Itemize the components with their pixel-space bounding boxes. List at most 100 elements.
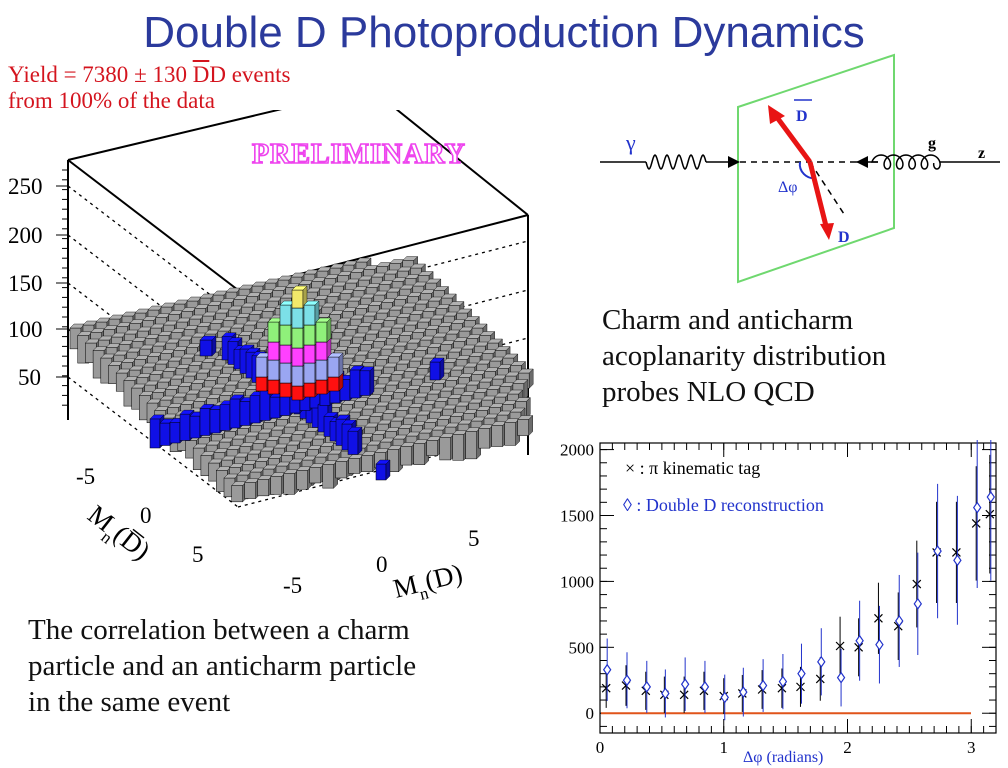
lego-bar	[279, 382, 292, 398]
left-axis-tick: 5	[192, 542, 204, 567]
cross-marker	[971, 518, 981, 528]
photon-wave	[645, 153, 707, 171]
lego-bar	[189, 415, 201, 439]
lego-bar-top	[433, 286, 449, 291]
lego-bar	[291, 365, 304, 387]
caption-left-line: particle and an anticharm particle	[28, 650, 417, 682]
yield-text-b: 130	[152, 62, 187, 87]
lego-bar	[322, 464, 334, 489]
legend: × : π kinematic tag ◊ : Double D reconst…	[623, 458, 824, 515]
chart-ticks	[599, 443, 996, 733]
x-tick-label: 2	[843, 738, 852, 757]
z-tick-label: 50	[18, 365, 41, 390]
y-tick-labels: 0 500 1000 1500 2000	[560, 441, 594, 724]
lego-bar	[291, 289, 304, 309]
lego-bar	[375, 463, 387, 481]
lego-bar	[439, 437, 451, 461]
diamond-marker	[778, 675, 788, 688]
lego-bar	[327, 376, 340, 392]
lego-bar-top	[323, 412, 339, 417]
diamond-marker	[855, 634, 864, 647]
cross-marker	[601, 683, 611, 693]
lego-bar	[255, 356, 268, 378]
lego-bar	[315, 359, 328, 381]
lego-bar	[219, 404, 231, 431]
lego-bar-top	[517, 415, 534, 420]
lego-bar	[335, 461, 347, 479]
series-double-d	[602, 440, 996, 721]
lego-bar-top	[494, 346, 511, 351]
lego-bar-top	[149, 414, 165, 420]
lego-bar-top	[502, 353, 519, 359]
lego-bar-top	[303, 300, 320, 306]
lego-bar	[199, 339, 213, 357]
event-plane	[737, 53, 895, 284]
lego-bar	[452, 434, 464, 461]
lego-bar-top	[510, 361, 526, 366]
left-axis-overbar	[132, 528, 145, 539]
x-tick-label: 0	[596, 738, 605, 757]
lego-bar-top	[347, 426, 363, 432]
diamond-marker	[986, 490, 996, 504]
lego-bar	[267, 321, 280, 343]
lego-bar	[199, 408, 211, 436]
lego-bar-top	[229, 394, 245, 400]
lego-bar	[257, 479, 269, 497]
lego-bar	[279, 324, 292, 346]
lego-bar	[296, 470, 308, 490]
lego-bar	[309, 467, 321, 484]
svg-text:Mn(D): Mn(D)	[390, 558, 467, 610]
lego-bar	[149, 418, 161, 449]
lego-bar	[291, 385, 304, 401]
diamond-marker	[739, 686, 748, 699]
lego-bar	[291, 347, 304, 367]
lego-bar-top	[425, 278, 442, 284]
lego-bar	[270, 476, 282, 495]
gluon-coil	[870, 154, 941, 170]
z-tick-label: 100	[8, 317, 43, 342]
lego-bar-top	[448, 301, 465, 306]
cross-marker	[985, 509, 995, 519]
z-axis-labels: 250 200 150 100 50	[8, 174, 43, 390]
lego-bar-top	[479, 331, 496, 336]
frame-top-right	[395, 110, 529, 216]
lego-bar-top	[349, 365, 365, 371]
lego-bar	[303, 324, 316, 346]
lego-bar	[279, 362, 292, 384]
diamond-marker	[700, 680, 710, 693]
lego-bar	[159, 422, 171, 446]
left-axis-tick: 0	[140, 503, 152, 528]
cross-marker	[854, 642, 864, 652]
lego-bar	[179, 413, 191, 441]
cross-marker	[951, 547, 961, 557]
lego-bar-top	[514, 397, 531, 402]
diamond-marker	[642, 680, 652, 693]
z-tick-label: 150	[8, 271, 43, 296]
lego-bar	[315, 321, 328, 343]
caption-right: Charm and anticharm acoplanarity distrib…	[602, 302, 886, 410]
frame-top-back	[67, 110, 283, 161]
y-tick-label: 0	[586, 704, 595, 723]
lego-bar-top	[517, 368, 534, 374]
lego-bar-top	[315, 317, 332, 323]
cross-marker	[796, 682, 805, 692]
cross-marker	[679, 690, 689, 700]
x-tick-label: 1	[720, 738, 729, 757]
lego-bar-top	[440, 293, 457, 299]
lego-bar	[413, 443, 425, 465]
x-tick-label: 3	[967, 738, 976, 757]
diamond-marker	[797, 667, 806, 680]
cross-marker	[815, 674, 825, 684]
lego-bar-top	[341, 419, 357, 425]
diamond-marker	[602, 663, 612, 676]
z-tick-label: 200	[8, 223, 43, 248]
z-tick-label: 250	[8, 174, 43, 199]
dbar-arrow	[773, 114, 813, 164]
y-tick-label: 1000	[560, 572, 594, 591]
d-arrow	[807, 161, 829, 227]
yield-dbar: D	[192, 62, 210, 87]
x-tick-labels: 0 1 2 3	[596, 738, 976, 757]
kinematic-diagram: γ g z D D Δφ	[600, 53, 1000, 284]
diamond-marker	[913, 597, 923, 610]
lego-bar-top	[509, 407, 526, 413]
